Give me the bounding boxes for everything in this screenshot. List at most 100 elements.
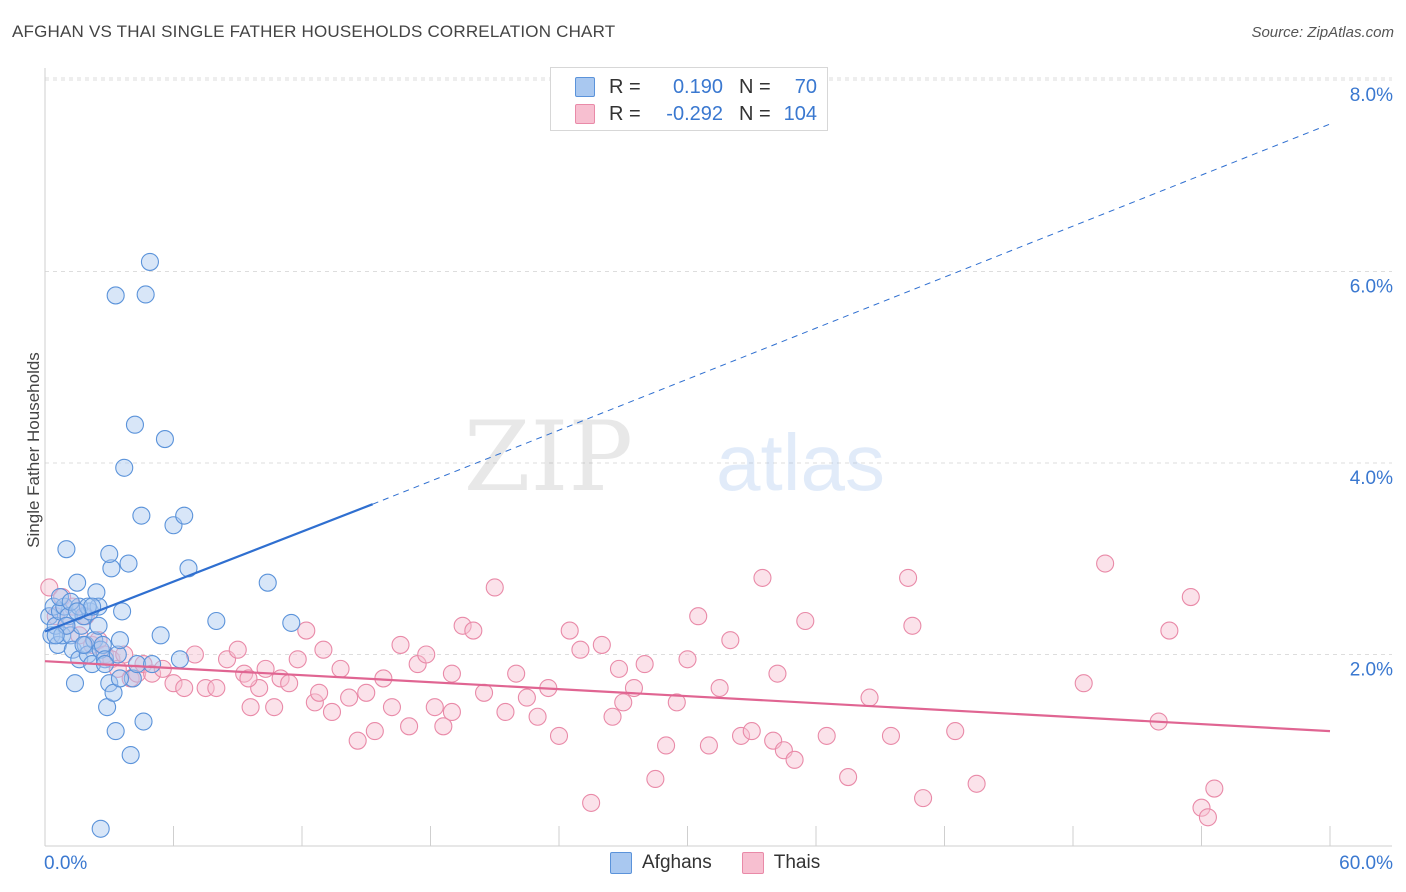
r-label: R = (609, 75, 641, 98)
watermark: ZIP atlas (464, 401, 885, 513)
thais-point (560, 621, 579, 640)
thais-point (817, 726, 836, 745)
thais-point (442, 702, 461, 722)
legend-row-thais: R = -0.292 N = 104 (575, 101, 817, 127)
afghans-series (40, 252, 301, 838)
afghans-point (151, 626, 170, 645)
source-label: Source: ZipAtlas.com (1251, 24, 1394, 41)
afghans-point (68, 573, 87, 592)
thais-point (1205, 779, 1224, 798)
n-value: 70 (794, 75, 817, 98)
y-axis-label-wrap: Single Father Households (14, 250, 44, 670)
thais-point (549, 726, 569, 745)
gridlines (45, 77, 1392, 655)
thais-point (382, 698, 402, 717)
thais-point (839, 768, 858, 787)
thais-point (239, 669, 258, 688)
thais-point (365, 722, 384, 741)
afghans-point (74, 635, 93, 654)
afghans-point (155, 430, 174, 449)
thais-trend-line (44, 660, 1331, 733)
afghans-point (106, 286, 125, 305)
thais-point (288, 650, 307, 669)
thais-point (280, 674, 299, 693)
thais-point (678, 650, 697, 669)
afghans-point (93, 635, 112, 654)
afghans-trend-extension (372, 123, 1331, 505)
thais-point (474, 683, 494, 702)
afghans-point (170, 650, 189, 669)
thais-point (322, 702, 342, 722)
thais-point (753, 568, 772, 587)
afghans-trend-line (44, 503, 374, 633)
afghans-point (85, 631, 104, 650)
thais-point (207, 678, 226, 698)
thais-point (417, 645, 436, 664)
afghans-point (134, 712, 153, 731)
thais-point (689, 607, 708, 626)
thais-point (699, 736, 718, 755)
afghans-point (282, 613, 301, 632)
thais-point (1074, 674, 1093, 693)
thais-point (391, 635, 410, 654)
thais-legend-label: Thais (773, 852, 821, 873)
legend-item-afghans[interactable]: Afghans (610, 852, 712, 874)
afghans-point (110, 631, 130, 650)
afghans-point (123, 669, 142, 688)
afghans-legend-label: Afghans (642, 852, 712, 873)
afghans-point (100, 674, 119, 693)
thais-point (115, 645, 134, 664)
thais-point (881, 726, 901, 745)
afghans-point (115, 458, 134, 477)
thais-point (1198, 808, 1217, 827)
thais-point (400, 717, 419, 736)
thais-point (434, 717, 453, 736)
thais-point (860, 688, 879, 707)
y-tick-label: 6.0% (1350, 277, 1393, 298)
afghans-point (128, 655, 147, 674)
thais-point (768, 664, 787, 683)
thais-point (635, 655, 654, 674)
afghans-point (207, 611, 226, 631)
y-tick-label: 8.0% (1350, 85, 1393, 106)
chart-title: AFGHAN VS THAI SINGLE FATHER HOUSEHOLDS … (12, 22, 616, 41)
legend-row-afghans: R = 0.190 N = 70 (575, 74, 817, 100)
y-tick-label: 2.0% (1350, 660, 1393, 681)
afghans-point (89, 616, 108, 635)
thais-legend-swatch (741, 852, 764, 874)
watermark-zip: ZIP (464, 401, 633, 513)
afghans-point (100, 544, 119, 564)
thais-point (164, 674, 183, 693)
x-tick-label: 60.0% (1339, 853, 1393, 874)
afghans-point (132, 506, 151, 525)
afghans-point (65, 674, 85, 693)
afghans-point (91, 819, 110, 838)
thais-point (331, 659, 350, 678)
r-label: R = (609, 102, 641, 125)
thais-point (785, 750, 804, 769)
thais-point (185, 645, 204, 664)
thais-point (603, 707, 622, 726)
afghans-point (110, 669, 130, 688)
thais-point (946, 722, 965, 741)
legend-item-thais[interactable]: Thais (741, 852, 821, 874)
thais-series (40, 554, 1224, 827)
r-value: 0.190 (672, 75, 723, 98)
thais-point (228, 640, 247, 659)
thais-point (496, 702, 515, 722)
thais-point (241, 698, 260, 717)
afghans-legend-swatch (610, 852, 632, 874)
afghans-point (140, 252, 159, 271)
thais-point (571, 640, 590, 659)
afghans-point (61, 592, 80, 611)
thais-point (340, 688, 359, 707)
thais-point (646, 769, 665, 789)
thais-point (1192, 798, 1211, 817)
n-label: N = (739, 75, 771, 98)
thais-point (903, 616, 922, 635)
thais-point (256, 659, 275, 678)
thais-swatch (575, 104, 595, 124)
thais-point (742, 722, 761, 741)
watermark-atlas: atlas (716, 418, 885, 507)
thais-point (348, 731, 367, 750)
